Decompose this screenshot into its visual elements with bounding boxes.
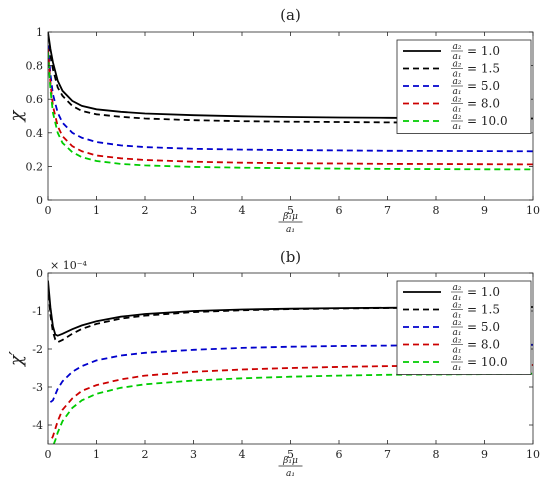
series-line-3 xyxy=(51,364,533,439)
x-tick-label: 1 xyxy=(93,204,100,217)
legend-fraction-numerator: a₂ xyxy=(453,95,462,105)
legend-fraction-denominator: a₁ xyxy=(453,363,462,373)
series-line-4 xyxy=(48,52,533,171)
legend-value: = 1.5 xyxy=(467,303,500,317)
x-tick-label: 2 xyxy=(142,204,149,217)
legend-fraction-numerator: a₂ xyxy=(453,336,462,346)
y-tick-label: -2 xyxy=(32,343,43,356)
legend-value: = 5.0 xyxy=(467,79,500,93)
legend-value: = 8.0 xyxy=(467,338,500,352)
x-tick-label: 2 xyxy=(142,448,149,461)
legend-box xyxy=(396,280,532,375)
x-tick-label: 10 xyxy=(526,448,540,461)
y-tick-label: 1 xyxy=(36,26,43,39)
x-tick-label: 3 xyxy=(190,448,197,461)
legend-value: = 5.0 xyxy=(467,320,500,334)
y-tick-label: 0.8 xyxy=(26,60,44,73)
x-tick-label: 0 xyxy=(45,448,52,461)
x-tick-label: 1 xyxy=(93,448,100,461)
series-line-1 xyxy=(48,284,533,344)
y-tick-label: 0 xyxy=(36,194,43,207)
legend-value: = 10.0 xyxy=(467,355,508,369)
x-tick-label: 7 xyxy=(384,204,391,217)
y-tick-label: -4 xyxy=(32,419,43,432)
legend-fraction-denominator: a₁ xyxy=(453,311,462,321)
series-line-4 xyxy=(52,372,533,444)
x-tick-label: 9 xyxy=(481,204,488,217)
x-axis-label-denominator: a₁ xyxy=(286,469,295,479)
legend-value: = 1.0 xyxy=(467,285,500,299)
legend-fraction-denominator: a₁ xyxy=(453,87,462,97)
x-tick-label: 7 xyxy=(384,448,391,461)
x-tick-label: 6 xyxy=(336,448,343,461)
x-tick-label: 8 xyxy=(433,448,440,461)
chart-panel-1: (b)0 1 2 3 4 5 6 7 8 9 100-1-2-3-4× 10⁻⁴χ′β₁μa₁a₂a… xyxy=(6,248,540,479)
legend-fraction-denominator: a₁ xyxy=(453,105,462,115)
chart-title: (a) xyxy=(280,6,301,24)
x-tick-label: 10 xyxy=(526,204,540,217)
legend-fraction-denominator: a₁ xyxy=(453,293,462,303)
axis-scale-label: × 10⁻⁴ xyxy=(50,259,88,272)
legend-fraction-numerator: a₂ xyxy=(453,112,462,122)
legend-fraction-numerator: a₂ xyxy=(453,353,462,363)
chart-title: (b) xyxy=(280,248,301,266)
legend-fraction-denominator: a₁ xyxy=(453,52,462,62)
x-tick-label: 8 xyxy=(433,204,440,217)
y-tick-label: -1 xyxy=(32,305,43,318)
legend-fraction-numerator: a₂ xyxy=(453,60,462,70)
x-tick-label: 4 xyxy=(239,204,246,217)
x-axis-label-denominator: a₁ xyxy=(286,225,295,235)
legend-value: = 10.0 xyxy=(467,114,508,128)
series-line-0 xyxy=(48,32,533,120)
legend-fraction-numerator: a₂ xyxy=(453,318,462,328)
series-line-1 xyxy=(48,35,533,124)
x-tick-label: 0 xyxy=(45,204,52,217)
x-tick-label: 5 xyxy=(287,204,294,217)
x-tick-label: 3 xyxy=(190,204,197,217)
x-tick-label: 4 xyxy=(239,448,246,461)
y-tick-label: 0.6 xyxy=(26,93,44,106)
y-tick-label: 0.4 xyxy=(26,127,44,140)
legend-fraction-numerator: a₂ xyxy=(453,283,462,293)
legend-value: = 8.0 xyxy=(467,97,500,111)
x-tick-label: 5 xyxy=(287,448,294,461)
y-axis-label: χ′ xyxy=(6,351,27,368)
legend-box xyxy=(396,39,532,134)
legend-fraction-numerator: a₂ xyxy=(453,301,462,311)
x-axis-label-numerator: β₁μ xyxy=(282,456,298,466)
x-tick-label: 6 xyxy=(336,204,343,217)
series-line-2 xyxy=(48,45,533,153)
legend-fraction-denominator: a₁ xyxy=(453,328,462,338)
legend-fraction-denominator: a₁ xyxy=(453,70,462,80)
legend-fraction-denominator: a₁ xyxy=(453,346,462,356)
y-tick-label: 0.2 xyxy=(26,160,44,173)
y-tick-label: 0 xyxy=(36,267,43,280)
legend-fraction-denominator: a₁ xyxy=(453,122,462,132)
x-axis-label-numerator: β₁μ xyxy=(282,212,298,222)
legend-value: = 1.0 xyxy=(467,44,500,58)
x-tick-label: 9 xyxy=(481,448,488,461)
legend-value: = 1.5 xyxy=(467,62,500,76)
legend-fraction-numerator: a₂ xyxy=(453,77,462,87)
series-line-3 xyxy=(48,48,533,166)
legend-fraction-numerator: a₂ xyxy=(453,42,462,52)
y-tick-label: -3 xyxy=(32,381,43,394)
series-line-2 xyxy=(49,343,533,403)
y-axis-label: χ xyxy=(6,109,27,123)
